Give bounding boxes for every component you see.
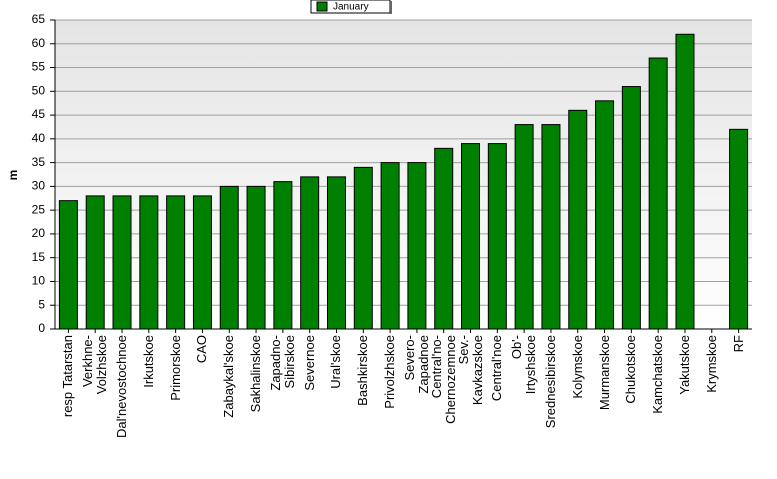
y-tick-label: 50 (32, 83, 46, 97)
x-tick-label: Sev.- Kavkazskoe (455, 335, 485, 406)
bar (246, 185, 266, 330)
x-tick-label: Chukotskoe (623, 335, 639, 404)
bar (407, 162, 427, 330)
y-axis-label: m (6, 170, 20, 181)
bar (112, 195, 132, 330)
bar (729, 128, 749, 330)
x-tick-label: Severnoe (301, 335, 317, 391)
bar (648, 57, 668, 330)
y-tick-label: 65 (32, 12, 46, 26)
bar (621, 86, 641, 330)
legend-label: January (333, 2, 369, 13)
y-tick-label: 60 (32, 36, 46, 50)
x-tick-label: CAO (194, 335, 210, 364)
x-tick-label: Zabaykal'skoe (221, 335, 237, 418)
y-tick-label: 55 (32, 60, 46, 74)
y-tick-label: 15 (32, 250, 46, 264)
x-tick-label: Primorskoe (167, 335, 183, 401)
x-tick-label: Privolzhskoe (382, 335, 398, 409)
x-tick-label: Irkutskoe (140, 335, 156, 388)
y-tick-label: 20 (32, 226, 46, 240)
bar (380, 162, 400, 330)
bar (675, 33, 695, 330)
y-tick-label: 10 (32, 274, 46, 288)
x-tick-label: resp Tatarstan (60, 335, 76, 418)
bar (461, 143, 481, 330)
y-tick-label: 35 (32, 155, 46, 169)
bar (326, 176, 346, 330)
y-tick-label: 40 (32, 131, 46, 145)
x-tick-label: Central'noe (489, 335, 505, 402)
bar (192, 195, 212, 330)
x-tick-label: Kolymskoe (569, 335, 585, 399)
plot-area (55, 20, 752, 329)
x-tick-label: Srednesibirskoe (542, 335, 558, 429)
bar (166, 195, 186, 330)
x-tick-label: RF (730, 335, 746, 353)
x-tick-label: Krymskoe (703, 335, 719, 393)
bar (353, 166, 373, 330)
x-tick-label: Ob'- Irtyshskoe (509, 335, 539, 395)
y-tick-label: 30 (32, 179, 46, 193)
bar (139, 195, 159, 330)
bar (300, 176, 320, 330)
bar (85, 195, 105, 330)
bar (58, 200, 78, 330)
y-tick-label: 25 (32, 202, 46, 216)
bar (434, 147, 454, 330)
bar (273, 181, 293, 330)
x-tick-label: Sakhalinskoe (248, 335, 264, 413)
x-tick-label: Bashkirskoe (355, 335, 371, 406)
bar (568, 109, 588, 330)
y-tick-label: 45 (32, 107, 46, 121)
x-tick-label: Central'no- Chernozemnoe (428, 335, 458, 424)
bar (514, 124, 534, 330)
x-tick-label: Yakutskoe (676, 335, 692, 395)
bar (541, 124, 561, 330)
legend-swatch (316, 1, 328, 12)
x-tick-label: Ural'skoe (328, 335, 344, 389)
x-tick-label: Kamchatskoe (650, 335, 666, 414)
bar (219, 185, 239, 330)
x-tick-label: Dal'nevostochnoe (114, 335, 130, 438)
bar (487, 143, 507, 330)
x-tick-label: Murmanskoe (596, 335, 612, 411)
y-tick-label: 0 (38, 321, 45, 335)
x-tick-label: Zapadno- Sibirskoe (267, 335, 297, 391)
x-tick-label: Severo- Zapadnoe (401, 335, 431, 394)
legend: January (310, 0, 392, 14)
y-tick-label: 5 (38, 297, 45, 311)
bar (595, 100, 615, 330)
x-tick-label: Verkhne- Volzhskoe (80, 335, 110, 395)
